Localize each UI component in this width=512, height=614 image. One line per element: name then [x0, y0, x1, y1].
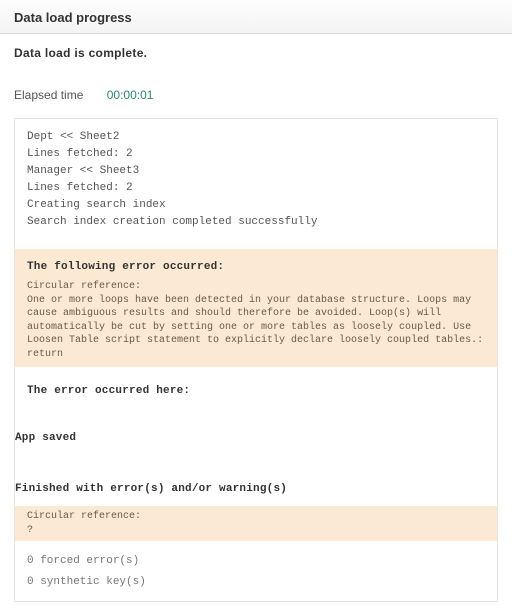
- app-saved-text: App saved: [15, 426, 497, 449]
- error-location-block: The error occurred here:: [15, 379, 497, 402]
- error-short-block: Circular reference: ?: [15, 506, 497, 541]
- app-saved-block: App saved: [15, 414, 497, 455]
- forced-errors: 0 forced error(s): [27, 551, 485, 572]
- error-block: The following error occurred: Circular r…: [15, 249, 497, 367]
- dialog-content: Data load is complete. Elapsed time 00:0…: [0, 34, 512, 614]
- status-text: Data load is complete.: [14, 46, 498, 60]
- finished-text: Finished with error(s) and/or warning(s): [15, 477, 497, 500]
- error-location-heading: The error occurred here:: [27, 379, 485, 402]
- elapsed-row: Elapsed time 00:00:01: [14, 88, 498, 102]
- elapsed-label: Elapsed time: [14, 88, 83, 102]
- finished-block: Finished with error(s) and/or warning(s): [15, 467, 497, 506]
- synthetic-keys: 0 synthetic key(s): [27, 572, 485, 593]
- error-heading: The following error occurred:: [27, 255, 485, 278]
- error-short-body: Circular reference: ?: [27, 510, 485, 537]
- dialog-title: Data load progress: [14, 10, 498, 25]
- dialog-header: Data load progress: [0, 0, 512, 34]
- summary-footer: 0 forced error(s) 0 synthetic key(s): [27, 541, 485, 601]
- error-body: Circular reference: One or more loops ha…: [27, 280, 485, 361]
- elapsed-time: 00:00:01: [107, 88, 154, 102]
- log-lines: Dept << Sheet2 Lines fetched: 2 Manager …: [27, 129, 485, 231]
- log-box: Dept << Sheet2 Lines fetched: 2 Manager …: [14, 118, 498, 602]
